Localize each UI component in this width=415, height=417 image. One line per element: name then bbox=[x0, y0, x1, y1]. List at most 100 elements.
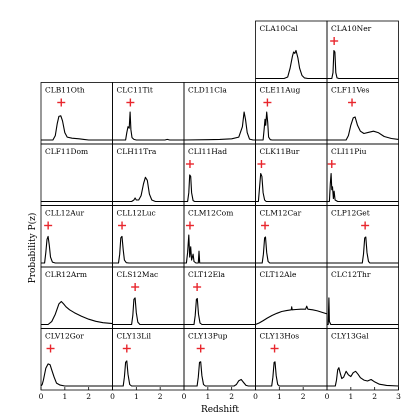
x-axis-ticks: 0 1 2 0 1 2 0 1 2 0 1 2 0 1 2 3 bbox=[39, 387, 401, 401]
panel-label: CLH11Tra bbox=[117, 147, 157, 156]
pz-curve bbox=[41, 300, 113, 326]
pz-curve bbox=[327, 297, 399, 326]
x-tick-label: 0 bbox=[110, 392, 115, 401]
panel-clv12gor: CLV12Gor bbox=[40, 328, 113, 391]
x-tick-label: 2 bbox=[158, 392, 163, 401]
spec-z-marker bbox=[327, 160, 336, 168]
panel-clr12arm: CLR12Arm bbox=[40, 266, 113, 329]
panel-label: CLM12Car bbox=[260, 209, 302, 218]
panel-clt12ela: CLT12Ela bbox=[183, 266, 256, 329]
panel-label: CLI11Piu bbox=[331, 147, 367, 156]
panel-cla10cal: CLA10Cal bbox=[255, 20, 328, 83]
panel-cly13lil: CLY13Lil bbox=[112, 328, 185, 391]
panel-cly13hos: CLY13Hos bbox=[255, 328, 328, 391]
x-tick-label: 0 bbox=[253, 392, 258, 401]
panel-label: CLA10Cal bbox=[260, 24, 299, 33]
spec-z-marker bbox=[270, 344, 279, 353]
panel-clf11dom: CLF11Dom bbox=[40, 143, 113, 206]
panel-clc12thr: CLC12Thr bbox=[326, 266, 399, 329]
panel-cll12aur: CLL12Aur bbox=[40, 205, 113, 268]
spec-z-marker bbox=[330, 37, 339, 45]
spec-z-marker bbox=[263, 98, 272, 107]
pz-curve bbox=[255, 111, 327, 141]
pz-curve bbox=[41, 115, 113, 141]
panel-cle11aug: CLE11Aug bbox=[255, 82, 328, 145]
panel-label: CLY13Hos bbox=[260, 332, 300, 341]
spec-z-marker bbox=[361, 221, 370, 230]
x-tick-label: 2 bbox=[301, 392, 306, 401]
panel-label: CLY13Pup bbox=[188, 332, 228, 341]
pz-curve bbox=[41, 235, 113, 264]
panel-label: CLK11Bur bbox=[260, 147, 300, 156]
panel-label: CLY13Gal bbox=[331, 332, 369, 341]
panel-label: CLF11Ves bbox=[331, 86, 370, 95]
spec-z-marker bbox=[257, 160, 266, 168]
panel-clk11bur: CLK11Bur bbox=[255, 143, 328, 206]
panel-cla10ner: CLA10Ner bbox=[326, 20, 399, 83]
panel-label: CLS12Mac bbox=[117, 270, 159, 279]
pz-curve bbox=[327, 172, 399, 203]
pz-curve bbox=[184, 361, 256, 387]
pz-curve bbox=[112, 297, 184, 326]
panel-label: CLD11Cla bbox=[188, 86, 227, 95]
pz-curve bbox=[255, 236, 327, 264]
spec-z-marker bbox=[131, 283, 140, 291]
panel-label: CLC11Tit bbox=[117, 86, 153, 95]
panel-label: CLA10Ner bbox=[331, 24, 372, 33]
panel-label: CLV12Gor bbox=[45, 332, 84, 341]
pz-curve bbox=[40, 363, 113, 387]
x-tick-label: 2 bbox=[372, 392, 377, 401]
pz-curve bbox=[184, 174, 256, 203]
panel-cli11piu: CLI11Piu bbox=[326, 143, 399, 206]
pz-curve bbox=[184, 297, 256, 326]
panel-clc11tit: CLC11Tit bbox=[112, 82, 185, 145]
x-tick-label: 0 bbox=[325, 392, 330, 401]
panel-cli11had: CLI11Had bbox=[183, 143, 256, 206]
x-tick-label: 0 bbox=[182, 392, 187, 401]
panel-clb11oth: CLB11Oth bbox=[40, 82, 113, 145]
panel-label: CLF11Dom bbox=[45, 147, 88, 156]
panel-clp12get: CLP12Get bbox=[326, 205, 399, 268]
x-tick-label: 2 bbox=[86, 392, 91, 401]
panel-frame bbox=[326, 328, 399, 391]
x-tick-label: 1 bbox=[62, 392, 67, 401]
spec-z-marker bbox=[348, 98, 357, 107]
x-axis-label: Redshift bbox=[201, 405, 239, 415]
spec-z-marker bbox=[193, 283, 202, 291]
panel-label: CLL12Luc bbox=[117, 209, 156, 218]
spec-z-marker bbox=[261, 221, 270, 230]
pz-curve bbox=[255, 305, 328, 326]
panel-label: CLT12Ela bbox=[188, 270, 226, 279]
pz-curve bbox=[112, 111, 184, 141]
x-tick-label: 1 bbox=[277, 392, 282, 401]
panel-cld11cla: CLD11Cla bbox=[183, 82, 256, 145]
pz-curve bbox=[112, 360, 184, 387]
spec-z-marker bbox=[185, 160, 194, 168]
panel-clm12com: CLM12Com bbox=[183, 205, 256, 268]
panel-label: CLC12Thr bbox=[331, 270, 371, 279]
panel-label: CLY13Lil bbox=[117, 332, 152, 341]
panel-label: CLP12Get bbox=[331, 209, 370, 218]
spec-z-marker bbox=[44, 221, 53, 230]
spec-z-marker bbox=[196, 344, 205, 353]
pz-curve bbox=[255, 49, 327, 80]
spec-z-marker bbox=[126, 98, 135, 107]
panel-label: CLI11Had bbox=[188, 147, 227, 156]
pz-curve bbox=[327, 236, 399, 264]
pz-curve bbox=[112, 235, 184, 264]
panel-clt12ale: CLT12Ale bbox=[255, 266, 328, 329]
panel-clh11tra: CLH11Tra bbox=[112, 143, 185, 206]
x-tick-label: 1 bbox=[134, 392, 139, 401]
pz-curve bbox=[183, 111, 256, 141]
pz-curve bbox=[327, 367, 399, 387]
x-tick-label: 0 bbox=[39, 392, 44, 401]
pz-curve bbox=[327, 116, 399, 141]
pz-curve bbox=[255, 361, 327, 387]
pz-curve bbox=[112, 176, 184, 203]
panel-label: CLB11Oth bbox=[45, 86, 85, 95]
spec-z-marker bbox=[46, 344, 55, 353]
spec-z-marker bbox=[122, 344, 131, 353]
panel-cls12mac: CLS12Mac bbox=[112, 266, 185, 329]
panel-clm12car: CLM12Car bbox=[255, 205, 328, 268]
